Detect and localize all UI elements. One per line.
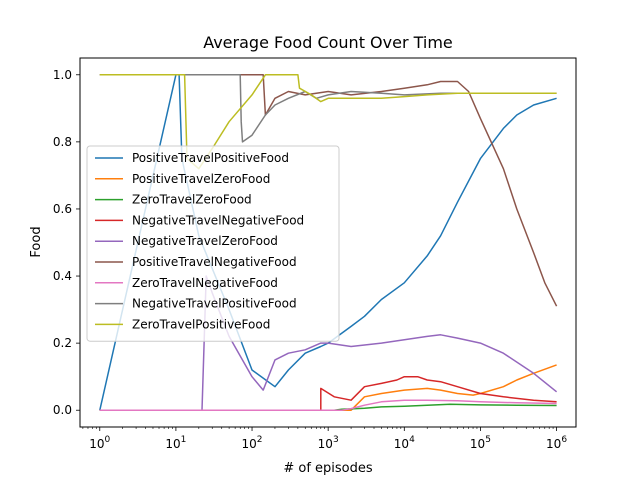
series-line-5	[99, 74, 558, 307]
y-tick-label: 0.0	[53, 403, 72, 417]
x-tick-label: 106	[546, 435, 567, 451]
legend-entry: NegativeTravelZeroFood	[132, 234, 278, 248]
y-tick-label: 1.0	[53, 68, 72, 82]
x-tick-label: 104	[394, 435, 415, 451]
y-tick-label: 0.4	[53, 269, 72, 283]
x-tick-label: 105	[470, 435, 491, 451]
axes-frame	[79, 57, 577, 428]
y-tick-label: 0.6	[53, 202, 72, 216]
series-line-6	[99, 399, 557, 411]
x-axis-label: # of episodes	[283, 461, 373, 476]
legend: PositiveTravelPositiveFood PositiveTravel…	[86, 145, 340, 342]
series-line-2	[99, 403, 557, 411]
legend-entry: PositiveTravelNegativeFood	[132, 255, 297, 269]
legend-entry: NegativeTravelNegativeFood	[132, 213, 304, 227]
x-axis-ticks: 100 101 102 103 104 105 106	[82, 427, 567, 451]
y-tick-label: 0.8	[53, 135, 72, 149]
y-tick-label: 0.2	[53, 336, 72, 350]
legend-entry: PositiveTravelZeroFood	[132, 172, 270, 186]
series-line-1	[99, 364, 557, 411]
series-line-3	[99, 375, 557, 411]
y-axis-ticks: 0.0 0.2 0.4 0.6 0.8 1.0	[53, 68, 80, 417]
legend-entry: ZeroTravelNegativeFood	[132, 276, 278, 290]
x-tick-label: 100	[89, 435, 110, 451]
legend-entry: ZeroTravelZeroFood	[132, 193, 252, 207]
y-axis-label: Food	[29, 226, 44, 257]
x-tick-label: 102	[242, 435, 263, 451]
legend-entry: NegativeTravelPositiveFood	[132, 297, 297, 311]
legend-entry: ZeroTravelPositiveFood	[132, 317, 270, 331]
legend-entry: PositiveTravelPositiveFood	[132, 151, 289, 165]
chart-title: Average Food Count Over Time	[203, 33, 453, 52]
x-tick-label: 103	[318, 435, 339, 451]
x-tick-label: 101	[165, 435, 186, 451]
legend-box	[86, 145, 340, 342]
